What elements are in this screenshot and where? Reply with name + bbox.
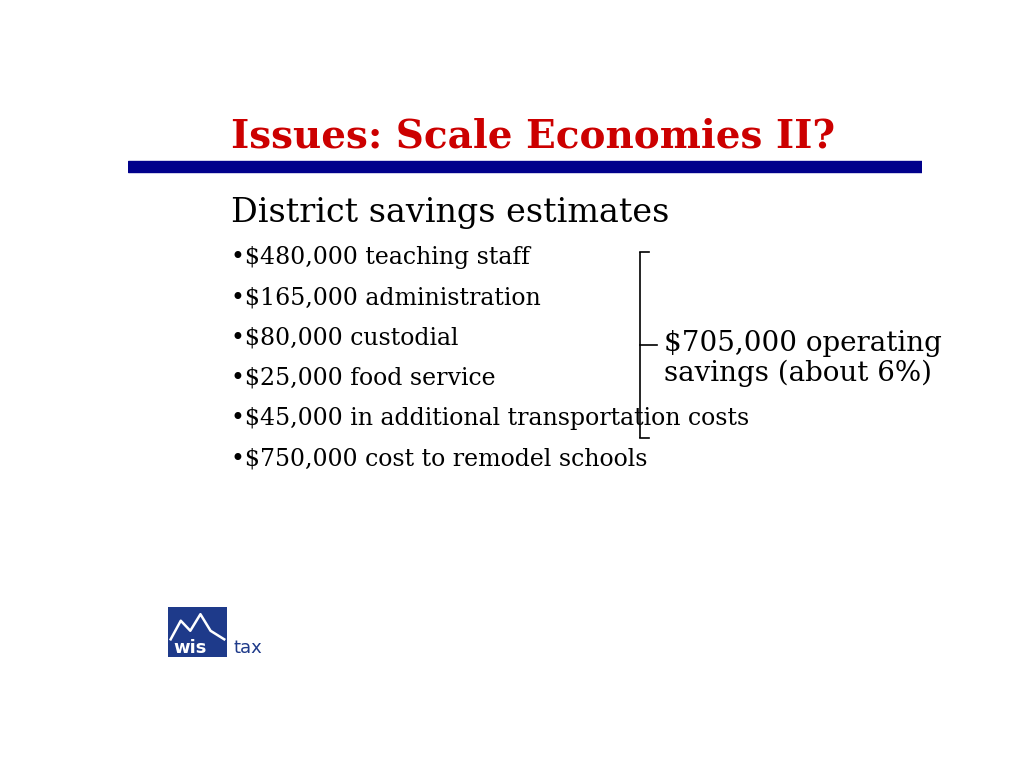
Bar — [128, 161, 922, 172]
Text: Issues: Scale Economies II?: Issues: Scale Economies II? — [231, 118, 836, 155]
Text: savings (about 6%): savings (about 6%) — [664, 359, 932, 387]
Text: •$80,000 custodial: •$80,000 custodial — [231, 326, 459, 349]
Text: •$25,000 food service: •$25,000 food service — [231, 367, 496, 390]
Text: •$165,000 administration: •$165,000 administration — [231, 286, 541, 310]
Text: •$45,000 in additional transportation costs: •$45,000 in additional transportation co… — [231, 407, 750, 430]
Bar — [168, 607, 227, 657]
Text: District savings estimates: District savings estimates — [231, 197, 670, 230]
Text: tax: tax — [233, 639, 262, 657]
Text: •$480,000 teaching staff: •$480,000 teaching staff — [231, 247, 530, 270]
Text: wis: wis — [174, 639, 207, 657]
Text: •$750,000 cost to remodel schools: •$750,000 cost to remodel schools — [231, 447, 647, 470]
Text: $705,000 operating: $705,000 operating — [664, 330, 941, 357]
